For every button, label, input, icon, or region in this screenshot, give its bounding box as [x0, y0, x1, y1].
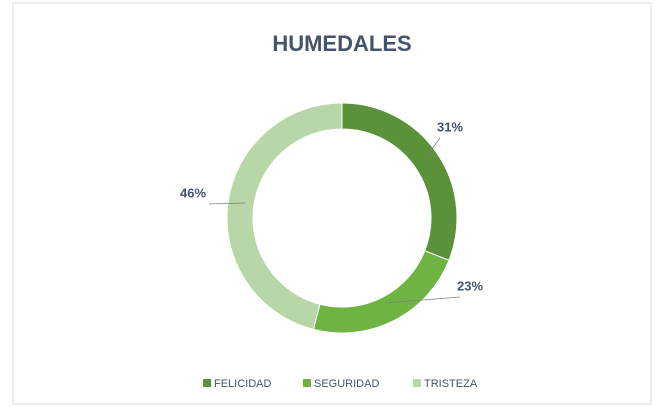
data-label: 31% [437, 119, 463, 134]
chart-title: HUMEDALES [272, 31, 411, 56]
data-label: 23% [457, 278, 483, 293]
donut-segment [226, 102, 343, 330]
leader-line [384, 296, 461, 304]
leader-line [208, 202, 246, 205]
chart-frame [12, 2, 652, 405]
legend-swatch [303, 379, 311, 387]
legend-label: TRISTEZA [424, 378, 478, 390]
legend-swatch [203, 379, 211, 387]
data-label: 46% [180, 185, 206, 200]
legend-swatch [413, 379, 421, 387]
leader-line [424, 137, 441, 159]
legend-label: FELICIDAD [214, 378, 272, 390]
legend-label: SEGURIDAD [314, 378, 379, 390]
